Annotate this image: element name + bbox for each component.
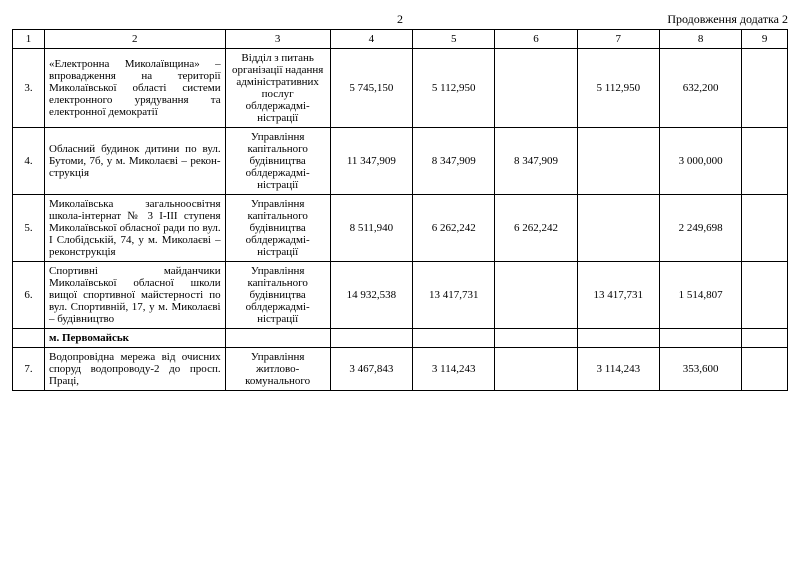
row-number: 4. — [13, 128, 45, 195]
value-col4: 3 467,843 — [330, 348, 412, 391]
value-col8: 1 514,807 — [659, 262, 741, 329]
value-col7 — [577, 128, 659, 195]
continuation-label: Продовження додатка 2 — [529, 12, 788, 27]
value-col7: 13 417,731 — [577, 262, 659, 329]
value-col5: 13 417,731 — [413, 262, 495, 329]
page-header: 2 Продовження додатка 2 — [12, 12, 788, 27]
value-col6 — [495, 49, 577, 128]
row-number: 3. — [13, 49, 45, 128]
row-description: Обласний будинок дитини по вул. Бутоми, … — [45, 128, 226, 195]
value-col5: 6 262,242 — [413, 195, 495, 262]
table-row: 7.Водопровідна мережа від очисних споруд… — [13, 348, 788, 391]
header-spacer — [12, 12, 271, 27]
value-col6: 8 347,909 — [495, 128, 577, 195]
col-header: 2 — [45, 30, 226, 49]
value-col9 — [742, 49, 788, 128]
value-col7: 5 112,950 — [577, 49, 659, 128]
table-row: 6.Спортивні майданчики Миколаївської обл… — [13, 262, 788, 329]
value-col8: 2 249,698 — [659, 195, 741, 262]
empty-cell — [225, 329, 330, 348]
empty-cell — [577, 329, 659, 348]
value-col8: 353,600 — [659, 348, 741, 391]
table-row: 5.Миколаївська загальноосвітня школа-інт… — [13, 195, 788, 262]
empty-cell — [742, 329, 788, 348]
value-col8: 3 000,000 — [659, 128, 741, 195]
value-col6: 6 262,242 — [495, 195, 577, 262]
row-description: «Електронна Миколаїв­щина» – впровадженн… — [45, 49, 226, 128]
row-department: Управління житлово-комунального — [225, 348, 330, 391]
col-header: 6 — [495, 30, 577, 49]
page-number: 2 — [271, 12, 530, 27]
data-table: 1 2 3 4 5 6 7 8 9 3.«Електронна Миколаїв… — [12, 29, 788, 391]
value-col5: 5 112,950 — [413, 49, 495, 128]
row-department: Управління капітального будівництва облд… — [225, 195, 330, 262]
table-row: 3.«Електронна Миколаїв­щина» – впровадже… — [13, 49, 788, 128]
value-col5: 3 114,243 — [413, 348, 495, 391]
header-row: 1 2 3 4 5 6 7 8 9 — [13, 30, 788, 49]
row-number — [13, 329, 45, 348]
col-header: 5 — [413, 30, 495, 49]
value-col4: 14 932,538 — [330, 262, 412, 329]
value-col4: 8 511,940 — [330, 195, 412, 262]
col-header: 4 — [330, 30, 412, 49]
empty-cell — [413, 329, 495, 348]
value-col6 — [495, 348, 577, 391]
empty-cell — [495, 329, 577, 348]
row-department: Управління капітального будівництва облд… — [225, 262, 330, 329]
table-body: 3.«Електронна Миколаїв­щина» – впровадже… — [13, 49, 788, 391]
row-description: Спортивні майданчики Миколаївської облас… — [45, 262, 226, 329]
value-col9 — [742, 262, 788, 329]
row-description: Водопровідна мережа від очисних споруд в… — [45, 348, 226, 391]
col-header: 1 — [13, 30, 45, 49]
value-col5: 8 347,909 — [413, 128, 495, 195]
table-head: 1 2 3 4 5 6 7 8 9 — [13, 30, 788, 49]
col-header: 3 — [225, 30, 330, 49]
value-col9 — [742, 195, 788, 262]
value-col8: 632,200 — [659, 49, 741, 128]
row-number: 6. — [13, 262, 45, 329]
row-department: Відділ з питань організації надання адмі… — [225, 49, 330, 128]
col-header: 8 — [659, 30, 741, 49]
table-row: 4.Обласний будинок дитини по вул. Бутоми… — [13, 128, 788, 195]
table-row: м. Первомайськ — [13, 329, 788, 348]
value-col7 — [577, 195, 659, 262]
value-col7: 3 114,243 — [577, 348, 659, 391]
row-description: Миколаївська загальноосвітня школа-інтер… — [45, 195, 226, 262]
row-number: 5. — [13, 195, 45, 262]
empty-cell — [659, 329, 741, 348]
col-header: 7 — [577, 30, 659, 49]
row-department: Управління капітального будівництва облд… — [225, 128, 330, 195]
empty-cell — [330, 329, 412, 348]
value-col9 — [742, 128, 788, 195]
value-col4: 11 347,909 — [330, 128, 412, 195]
value-col4: 5 745,150 — [330, 49, 412, 128]
col-header: 9 — [742, 30, 788, 49]
row-number: 7. — [13, 348, 45, 391]
value-col6 — [495, 262, 577, 329]
section-title: м. Первомайськ — [45, 329, 226, 348]
value-col9 — [742, 348, 788, 391]
